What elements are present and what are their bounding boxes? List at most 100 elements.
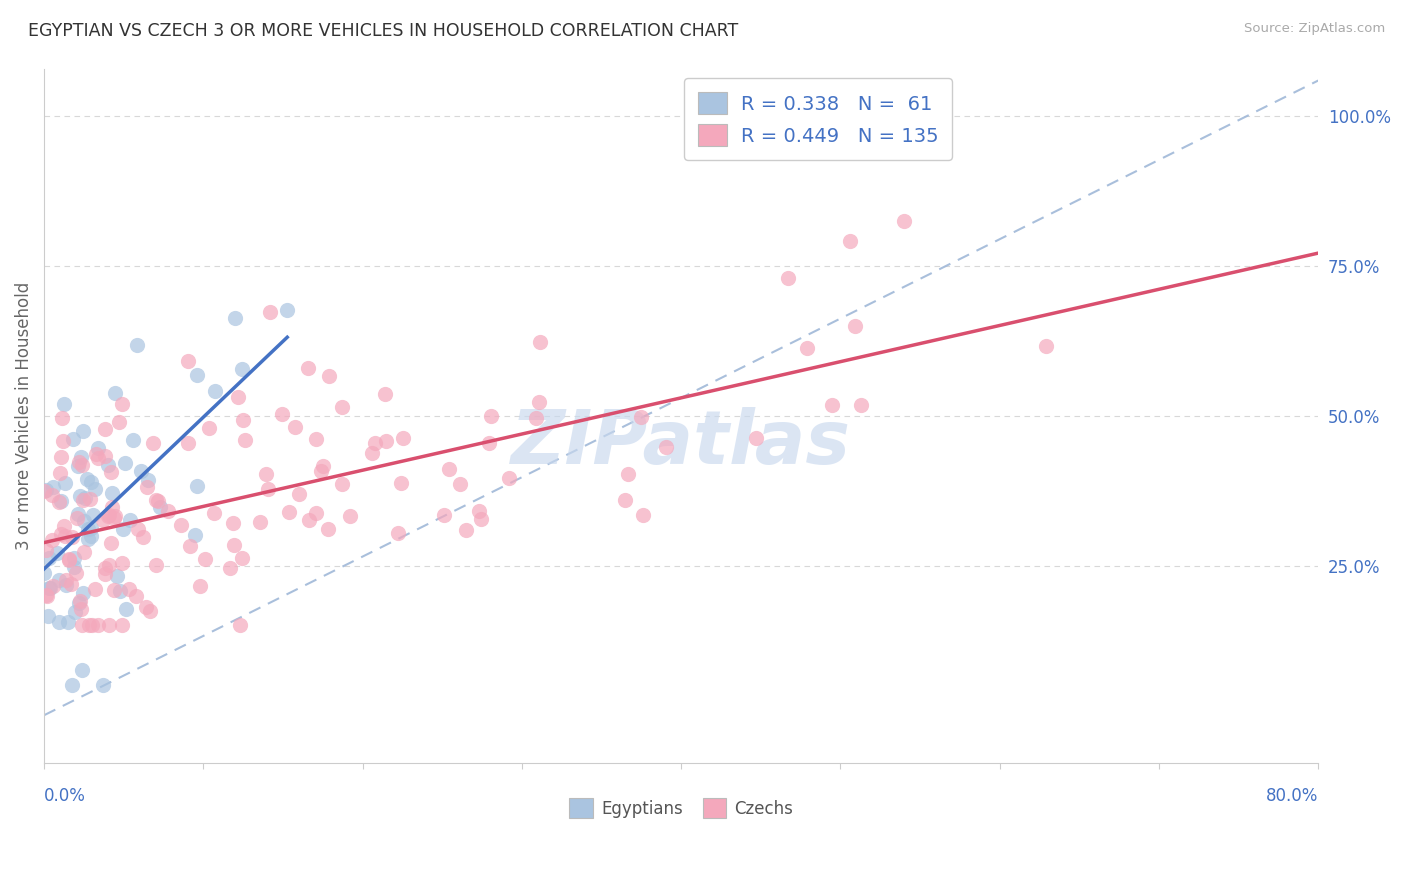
Point <box>91 678 114 692</box>
Point <box>364 436 387 450</box>
Point <box>389 476 412 491</box>
Point <box>32 483 55 498</box>
Point <box>35 483 58 497</box>
Point <box>101 500 124 515</box>
Point <box>108 415 131 429</box>
Point <box>630 409 652 424</box>
Point <box>38 581 60 595</box>
Point <box>70 450 93 464</box>
Point <box>127 522 149 536</box>
Point <box>52 434 75 449</box>
Point <box>361 446 384 460</box>
Point <box>744 431 766 445</box>
Point <box>121 434 143 448</box>
Point <box>67 459 90 474</box>
Point <box>179 539 201 553</box>
Point <box>94 560 117 574</box>
Point <box>186 368 208 382</box>
Point <box>233 433 256 447</box>
Point <box>479 409 502 423</box>
Point <box>288 487 311 501</box>
Point <box>524 411 547 425</box>
Point <box>276 303 298 318</box>
Point <box>87 450 110 465</box>
Point <box>614 492 637 507</box>
Point <box>49 526 72 541</box>
Point <box>38 550 60 565</box>
Point <box>204 384 226 398</box>
Point <box>120 513 142 527</box>
Point <box>257 482 280 496</box>
Point <box>222 516 245 531</box>
Point <box>893 214 915 228</box>
Point <box>776 270 799 285</box>
Text: Source: ZipAtlas.com: Source: ZipAtlas.com <box>1244 22 1385 36</box>
Point <box>84 447 107 461</box>
Point <box>305 506 328 520</box>
Point <box>83 482 105 496</box>
Point <box>529 334 551 349</box>
Point <box>125 589 148 603</box>
Point <box>75 491 97 505</box>
Point <box>111 618 134 632</box>
Point <box>97 508 120 523</box>
Point <box>66 511 89 525</box>
Point <box>77 532 100 546</box>
Point <box>318 368 340 383</box>
Point <box>69 489 91 503</box>
Point <box>309 464 332 478</box>
Point <box>72 424 94 438</box>
Point <box>111 556 134 570</box>
Point <box>478 435 501 450</box>
Point <box>527 395 550 409</box>
Point <box>35 589 58 603</box>
Point <box>100 465 122 479</box>
Point <box>330 477 353 491</box>
Point <box>67 507 90 521</box>
Point <box>222 538 245 552</box>
Point <box>114 456 136 470</box>
Point <box>73 514 96 528</box>
Point <box>45 547 67 561</box>
Point <box>80 618 103 632</box>
Point <box>80 475 103 489</box>
Point <box>127 338 149 352</box>
Point <box>41 579 63 593</box>
Point <box>146 494 169 508</box>
Point <box>254 467 277 481</box>
Point <box>305 432 328 446</box>
Point <box>52 519 75 533</box>
Point <box>118 582 141 596</box>
Point <box>69 593 91 607</box>
Point <box>82 508 104 522</box>
Point <box>55 578 77 592</box>
Point <box>72 492 94 507</box>
Point <box>456 523 478 537</box>
Point <box>103 385 125 400</box>
Point <box>839 234 862 248</box>
Point <box>41 488 63 502</box>
Point <box>35 543 58 558</box>
Point <box>73 544 96 558</box>
Point <box>129 464 152 478</box>
Point <box>51 411 73 425</box>
Point <box>97 618 120 632</box>
Point <box>72 663 94 677</box>
Text: 0.0%: 0.0% <box>44 787 86 805</box>
Point <box>48 574 70 588</box>
Point <box>249 515 271 529</box>
Point <box>177 354 200 368</box>
Point <box>94 422 117 436</box>
Text: ZIPatlas: ZIPatlas <box>512 407 851 480</box>
Point <box>231 413 253 427</box>
Point <box>97 458 120 472</box>
Point <box>67 596 90 610</box>
Point <box>229 618 252 632</box>
Point <box>94 449 117 463</box>
Point <box>53 476 76 491</box>
Point <box>39 581 62 595</box>
Point <box>135 599 157 614</box>
Point <box>87 441 110 455</box>
Point <box>374 386 396 401</box>
Point <box>844 318 866 333</box>
